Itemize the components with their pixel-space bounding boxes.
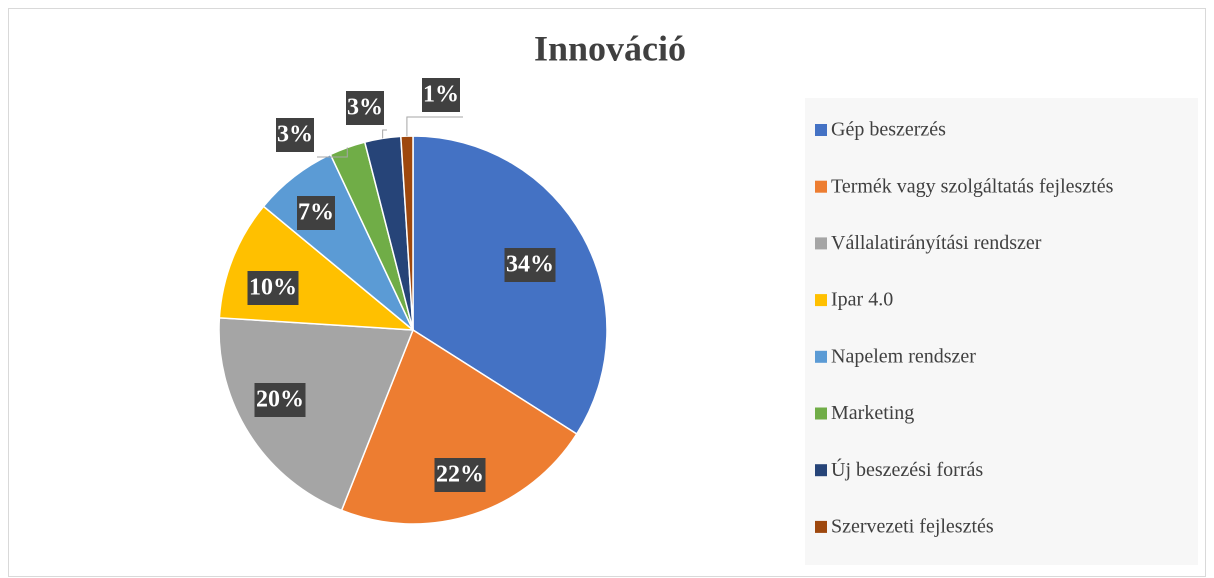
legend-box [805,98,1198,565]
data-label-box [254,383,306,417]
legend-swatch [815,520,827,533]
legend-label: Új beszezési forrás [831,457,983,481]
legend-swatch [815,350,827,363]
data-label-box [422,78,460,112]
pie-slice [400,135,414,331]
leader-line [317,147,348,158]
data-label: 7% [298,200,334,226]
legend-label: Napelem rendszer [831,345,976,367]
legend-label: Gép beszerzés [831,119,946,141]
legend-swatch [815,407,827,420]
legend-swatch [815,237,827,250]
legend-label: Vállalatirányítási rendszer [831,232,1042,254]
data-label: 10% [249,275,297,301]
data-label-box [247,271,299,305]
data-label-box [434,458,486,492]
pie-slice [340,328,578,525]
data-label-box [297,196,335,230]
legend-swatch [815,124,827,136]
legend-label: Termék vagy szolgáltatás fejlesztés [831,175,1114,197]
data-label: 3% [277,122,313,148]
data-label: 1% [423,82,459,108]
pie-slice [412,135,608,435]
legend-swatch [815,464,827,477]
legend-label: Szervezeti fejlesztés [831,515,994,537]
leader-line [406,116,463,137]
legend-swatch [815,180,827,193]
data-label: 20% [256,387,304,413]
pie-slice [218,317,415,512]
data-label-box [276,118,314,152]
legend-label: Ipar 4.0 [831,289,893,311]
legend-swatch [815,294,827,307]
data-label-box [346,91,384,125]
data-label: 3% [347,95,383,121]
data-label: 22% [436,462,484,488]
data-label: 34% [506,252,554,278]
data-label-box [504,248,556,282]
chart-title: Innováció [534,28,686,68]
legend-label: Marketing [831,402,914,424]
leader-line [382,129,387,139]
